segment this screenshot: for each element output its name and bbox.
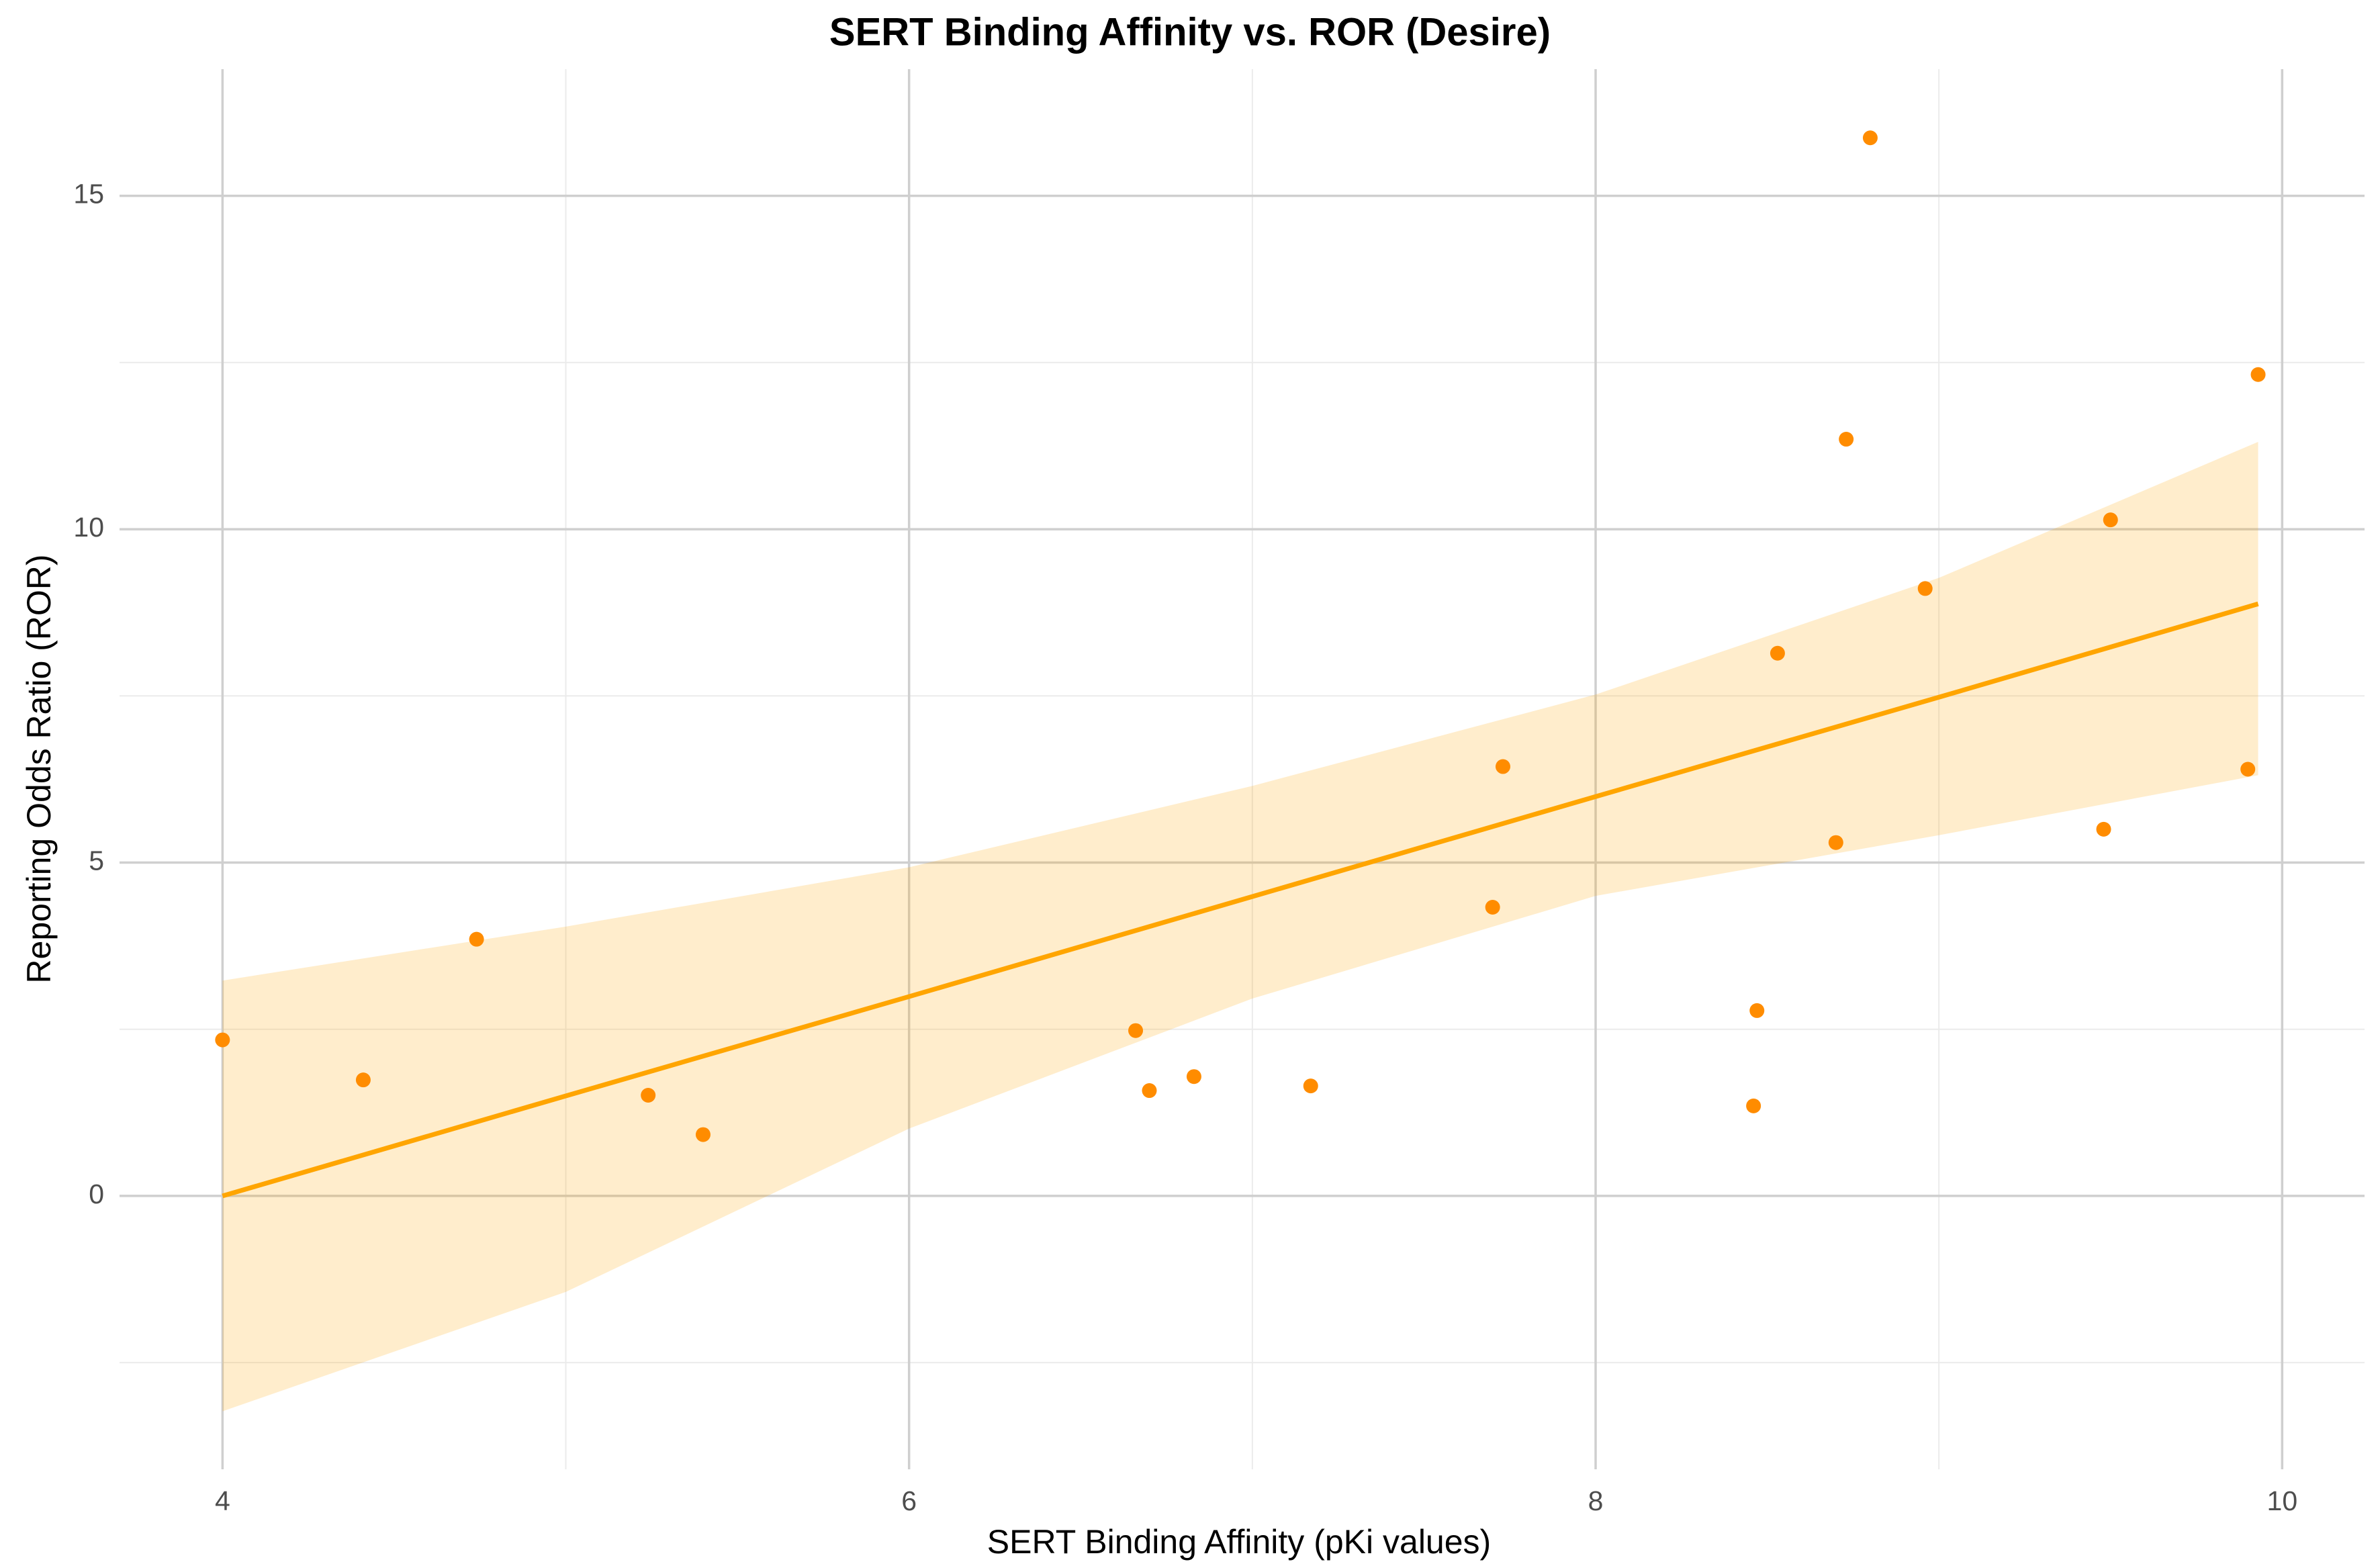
y-axis-label: Reporting Odds Ratio (ROR) (20, 554, 58, 983)
x-tick-label: 6 (901, 1485, 917, 1516)
point (2240, 762, 2256, 777)
fit-line (222, 601, 2259, 1199)
point (1746, 1098, 1761, 1113)
point (1828, 835, 1843, 850)
point (1303, 1078, 1318, 1094)
point (1839, 432, 1854, 447)
point (355, 1072, 371, 1088)
point (469, 931, 484, 947)
y-tick-label: 15 (73, 178, 104, 209)
x-tick-label: 8 (1588, 1485, 1604, 1516)
point (1128, 1023, 1144, 1038)
point (1485, 900, 1500, 915)
x-tick-label: 4 (215, 1485, 230, 1516)
point (1770, 645, 1785, 661)
point (1142, 1083, 1157, 1099)
grid (120, 69, 2365, 1469)
y-tick-label: 0 (89, 1179, 104, 1209)
chart-title: SERT Binding Affinity vs. ROR (Desire) (829, 10, 1551, 54)
confidence-band (222, 442, 2258, 1412)
point (641, 1088, 656, 1103)
y-tick-label: 10 (73, 512, 104, 543)
point (695, 1127, 711, 1142)
point (1749, 1003, 1765, 1018)
point (1186, 1069, 1201, 1085)
x-axis-label: SERT Binding Affinity (pKi values) (987, 1523, 1491, 1561)
point (1862, 130, 1878, 146)
x-tick-label: 10 (2267, 1485, 2298, 1516)
point (1495, 759, 1510, 774)
point (2250, 367, 2266, 382)
point (215, 1032, 230, 1048)
plot-area (215, 130, 2266, 1412)
point (2103, 512, 2118, 528)
point (1917, 581, 1933, 596)
y-tick-label: 5 (89, 845, 104, 876)
point (2096, 821, 2111, 837)
